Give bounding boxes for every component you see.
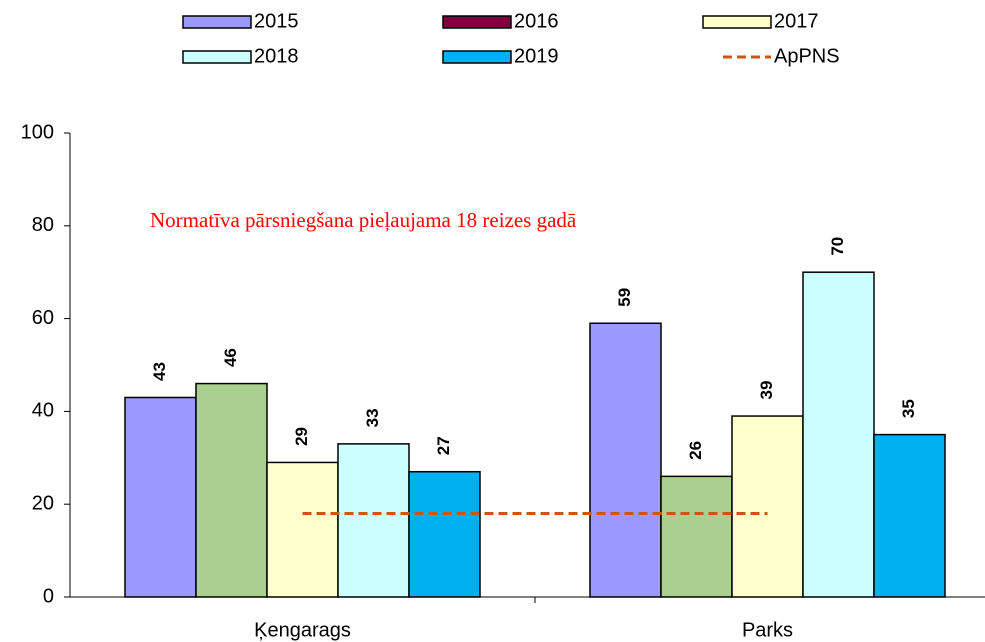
y-tick-label: 40 xyxy=(32,400,54,422)
data-label: 43 xyxy=(150,362,169,381)
y-tick-label: 60 xyxy=(32,307,54,329)
data-label: 46 xyxy=(221,348,240,367)
bar xyxy=(660,475,733,598)
legend-label: 2018 xyxy=(254,45,299,67)
x-tick-label: Parks xyxy=(742,619,793,641)
bar xyxy=(195,382,268,598)
y-tick-label: 0 xyxy=(43,585,54,607)
bar xyxy=(589,322,662,598)
data-label: 33 xyxy=(363,408,382,427)
legend-label: 2019 xyxy=(514,45,559,67)
bar xyxy=(337,443,410,598)
bar xyxy=(408,470,481,598)
bar xyxy=(266,461,339,598)
data-label: 59 xyxy=(615,288,634,307)
legend-swatch xyxy=(182,15,252,29)
bar xyxy=(873,433,946,598)
y-tick-label: 20 xyxy=(32,492,54,514)
data-label: 70 xyxy=(828,237,847,256)
legend-swatch xyxy=(182,50,252,64)
x-tick-label: Ķengarags xyxy=(254,619,351,641)
legend-swatch xyxy=(702,15,772,29)
data-label: 26 xyxy=(686,441,705,460)
data-label: 27 xyxy=(434,436,453,455)
legend-label: 2016 xyxy=(514,10,559,32)
legend-swatch xyxy=(442,15,512,29)
legend-label: 2017 xyxy=(774,10,819,32)
y-tick-label: 80 xyxy=(32,214,54,236)
annotation: Normatīva pārsniegšana pieļaujama 18 rei… xyxy=(150,208,577,232)
legend-swatch xyxy=(442,50,512,64)
bar xyxy=(802,271,875,598)
legend-label: ApPNS xyxy=(774,45,840,67)
data-label: 35 xyxy=(899,399,918,418)
bar xyxy=(731,415,804,598)
bar xyxy=(124,396,197,598)
legend-label: 2015 xyxy=(254,10,299,32)
y-tick-label: 100 xyxy=(21,121,54,143)
data-label: 29 xyxy=(292,427,311,446)
data-label: 39 xyxy=(757,381,776,400)
